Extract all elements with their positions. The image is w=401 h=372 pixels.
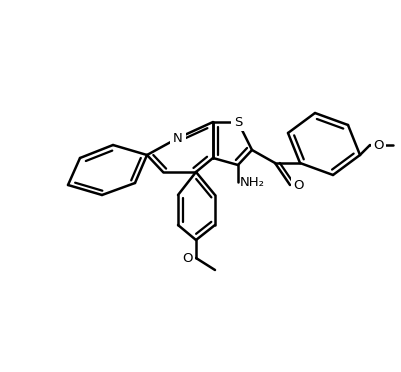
Text: O: O [372,138,383,151]
Text: NH₂: NH₂ [239,176,264,189]
Text: S: S [233,115,241,128]
Text: N: N [173,131,182,144]
Text: O: O [182,251,192,264]
Text: O: O [292,179,303,192]
